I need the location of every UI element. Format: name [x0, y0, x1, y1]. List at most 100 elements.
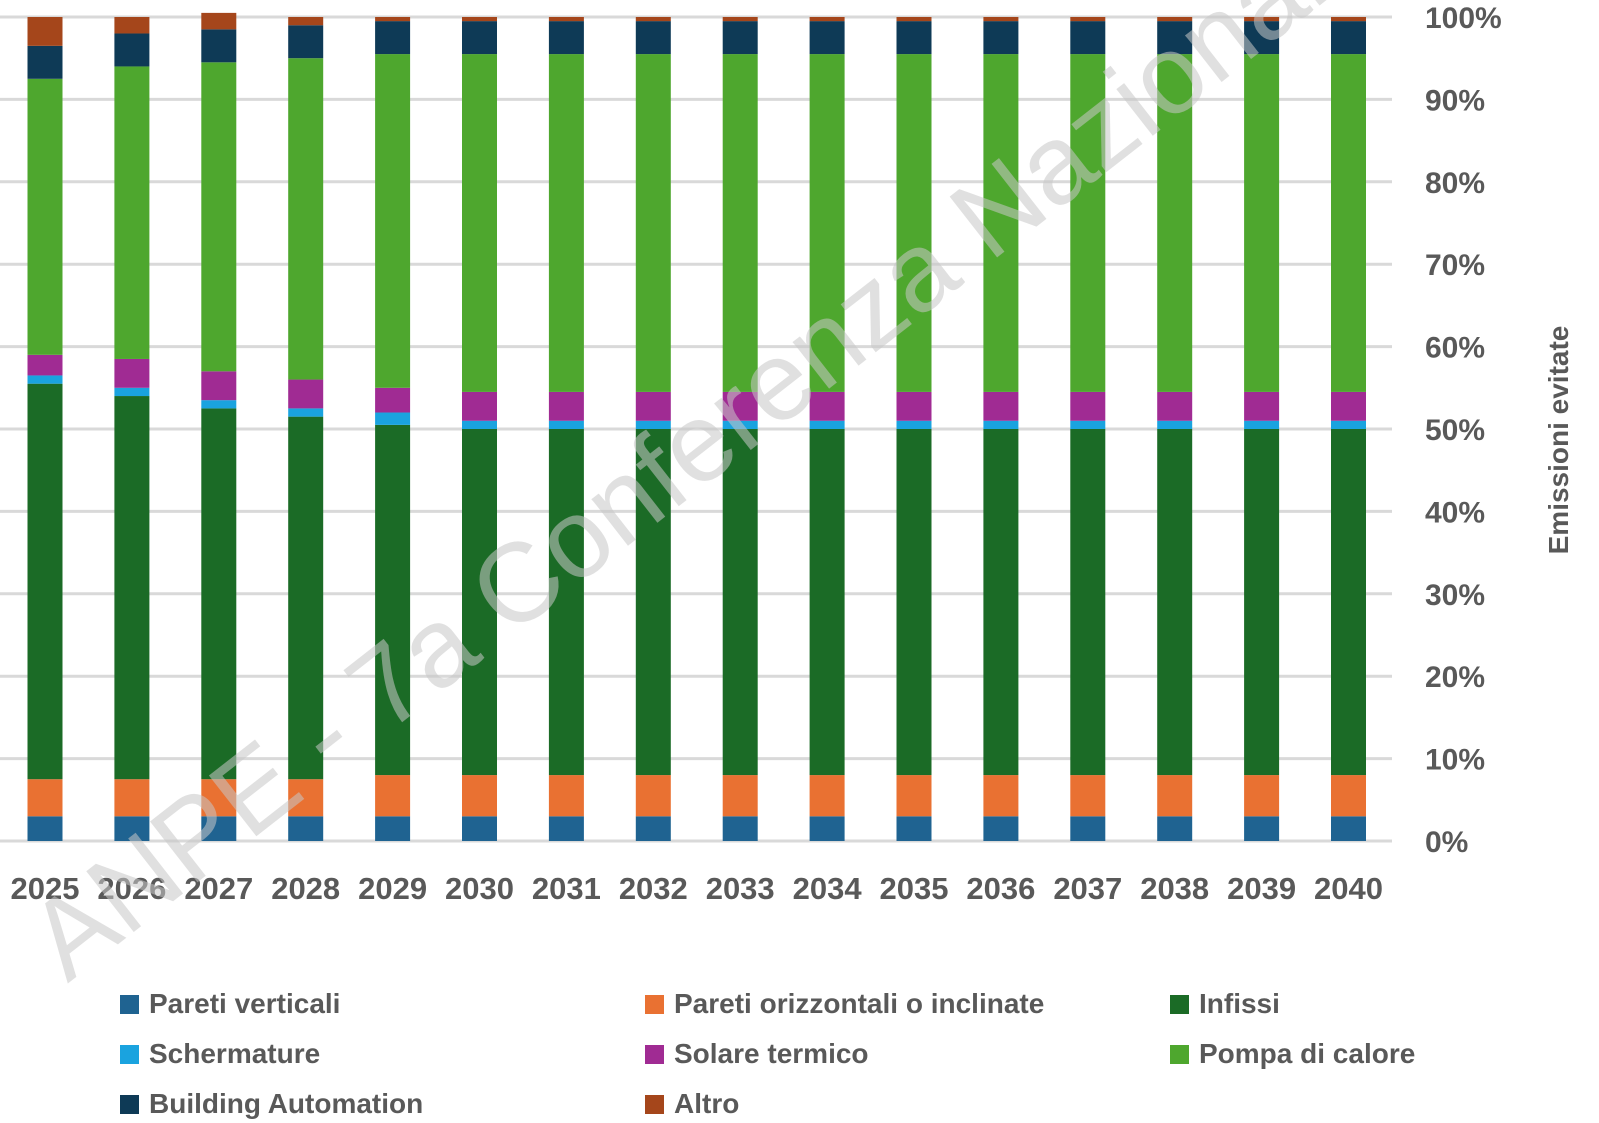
- bar-segment: [288, 408, 324, 417]
- bar-segment: [201, 408, 237, 780]
- x-tick-label: 2037: [1053, 871, 1122, 906]
- legend-item: Pompa di calore: [1170, 1035, 1540, 1073]
- x-tick-label: 2033: [706, 871, 775, 906]
- x-axis-ticks: 2025 2026 2027 2028 2029 2030 2031 2032 2033 2034…: [11, 871, 1383, 906]
- bar-stack-2035: [896, 17, 932, 841]
- bar-segment: [375, 21, 411, 55]
- bar-stack-2025: [27, 17, 63, 841]
- legend-swatch: [1170, 1044, 1189, 1064]
- legend-item: Infissi: [1170, 985, 1540, 1023]
- y-tick-label: 80%: [1425, 167, 1485, 200]
- bar-stack-2031: [548, 17, 584, 841]
- bar-segment: [114, 17, 150, 34]
- bar-segment: [1331, 816, 1366, 841]
- bar-segment: [1070, 429, 1106, 776]
- legend-item: Solare termico: [645, 1035, 1170, 1073]
- bar-segment: [548, 21, 584, 55]
- bar-segment: [548, 54, 584, 392]
- legend: Pareti verticali Pareti orizzontali o inc…: [120, 985, 1540, 1123]
- bar-segment: [548, 775, 584, 817]
- bar-segment: [635, 54, 671, 392]
- bar-segment: [722, 420, 758, 429]
- bar-segment: [1331, 775, 1366, 817]
- y-axis-ticks: 0% 10% 20% 30% 40% 50% 60% 70% 80% 90% 100%: [1425, 2, 1502, 859]
- bar-segment: [375, 387, 411, 413]
- x-tick-label: 2026: [97, 871, 166, 906]
- bar-segment: [201, 62, 237, 372]
- legend-swatch: [120, 1044, 139, 1064]
- bar-segment: [1157, 420, 1193, 429]
- x-tick-label: 2040: [1314, 871, 1383, 906]
- bar-segment: [722, 391, 758, 421]
- bar-segment: [288, 416, 324, 780]
- bar-segment: [114, 33, 150, 67]
- bar-stack-2038: [1157, 17, 1193, 841]
- bar-segment: [809, 54, 845, 392]
- bar-segment: [635, 17, 671, 22]
- bar-segment: [27, 375, 63, 384]
- bar-segment: [114, 387, 150, 397]
- bar-segment: [896, 21, 932, 55]
- bar-segment: [809, 17, 845, 22]
- x-tick-label: 2032: [619, 871, 688, 906]
- y-tick-label: 0%: [1425, 826, 1468, 859]
- x-tick-label: 2038: [1140, 871, 1209, 906]
- bar-segment: [983, 21, 1019, 55]
- bar-stack-2039: [1244, 17, 1280, 841]
- bar-segment: [548, 391, 584, 421]
- bar-stack-2027: [201, 12, 237, 841]
- bar-stack-2028: [288, 17, 324, 841]
- y-tick-label: 60%: [1425, 332, 1485, 365]
- bar-segment: [1070, 391, 1106, 421]
- legend-swatch: [1170, 994, 1189, 1014]
- bar-segment: [722, 429, 758, 776]
- bar-segment: [114, 396, 150, 780]
- bar-segment: [27, 816, 63, 841]
- bar-segment: [288, 379, 324, 409]
- bar-segment: [1157, 17, 1193, 22]
- bar-segment: [1244, 429, 1280, 776]
- x-tick-label: 2035: [880, 871, 949, 906]
- bar-segment: [288, 779, 324, 817]
- y-tick-label: 50%: [1425, 414, 1485, 447]
- bar-segment: [635, 775, 671, 817]
- bar-segment: [1244, 775, 1280, 817]
- bar-segment: [114, 779, 150, 817]
- legend-label: Schermature: [149, 1038, 321, 1069]
- bar-segment: [896, 391, 932, 421]
- bar-segment: [896, 429, 932, 776]
- legend-swatch: [120, 994, 139, 1014]
- bar-segment: [722, 54, 758, 392]
- bar-segment: [722, 17, 758, 22]
- bar-segment: [548, 429, 584, 776]
- bar-segment: [635, 816, 671, 841]
- bar-segment: [462, 816, 497, 841]
- bar-stack-2033: [722, 17, 758, 841]
- legend-item: Pareti orizzontali o inclinate: [645, 985, 1170, 1023]
- bar-segment: [288, 25, 324, 59]
- bar-segment: [375, 412, 411, 425]
- legend-label: Pareti orizzontali o inclinate: [674, 988, 1045, 1019]
- legend-label: Altro: [674, 1088, 740, 1119]
- bar-segment: [462, 429, 497, 776]
- bar-segment: [1244, 391, 1280, 421]
- x-tick-label: 2029: [358, 871, 427, 906]
- bar-segment: [1244, 420, 1280, 429]
- bar-segment: [1331, 420, 1366, 429]
- bar-stack-2029: [375, 17, 411, 841]
- bar-segment: [809, 429, 845, 776]
- legend-swatch: [645, 1094, 664, 1114]
- bar-segment: [462, 420, 497, 429]
- legend-item: Pareti verticali: [120, 985, 645, 1023]
- bar-segment: [635, 21, 671, 55]
- bar-segment: [809, 816, 845, 841]
- bar-segment: [27, 45, 63, 79]
- bar-segment: [288, 58, 324, 380]
- y-tick-label: 20%: [1425, 661, 1485, 694]
- bar-segment: [288, 17, 324, 26]
- bar-segment: [983, 429, 1019, 776]
- bar-segment: [201, 12, 237, 30]
- bar-segment: [809, 391, 845, 421]
- legend-item: Schermature: [120, 1035, 645, 1073]
